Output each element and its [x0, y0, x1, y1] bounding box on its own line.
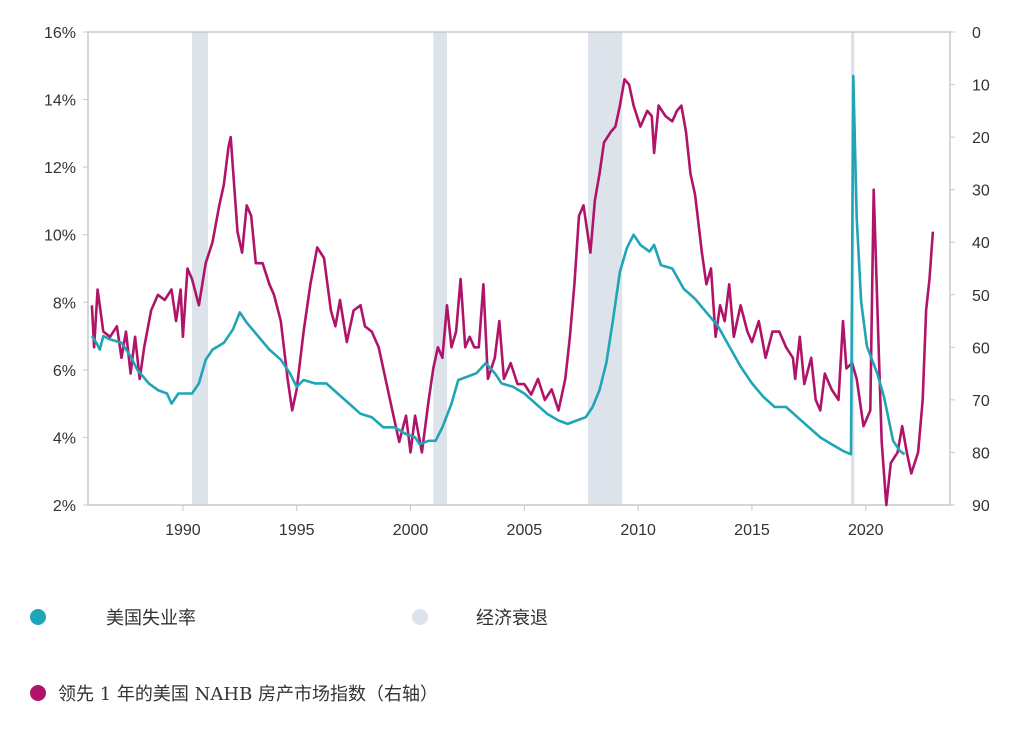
left-axis-tick-label: 4%	[53, 430, 76, 447]
left-axis-tick-label: 16%	[44, 25, 76, 42]
x-axis-tick-label: 2015	[734, 522, 770, 539]
left-axis-tick-label: 14%	[44, 93, 76, 110]
recession-bands	[192, 32, 855, 505]
legend-dot-unemployment	[30, 609, 46, 625]
nahb-index-line	[90, 78, 935, 507]
legend-label-nahb: 领先 1 年的美国 NAHB 房产市场指数（右轴）	[58, 684, 439, 705]
left-axis-tick-label: 2%	[53, 498, 76, 515]
left-axis-tick-label: 10%	[44, 228, 76, 245]
unemployment-line	[90, 74, 906, 456]
tick-labels: 2% 4% 6% 8% 10% 12% 14% 16% 0 10 20 30 40 50 60 70 80 90 1…	[44, 25, 990, 539]
right-axis-tick-label: 90	[972, 498, 990, 515]
left-axis-tick-label: 12%	[44, 160, 76, 177]
left-axis-tick-label: 8%	[53, 295, 76, 312]
x-axis-tick-label: 1990	[165, 522, 201, 539]
x-axis-tick-label: 2020	[848, 522, 884, 539]
right-axis-tick-label: 20	[972, 130, 990, 147]
x-axis-tick-label: 1995	[279, 522, 315, 539]
recession-band	[588, 32, 623, 505]
legend-label-unemployment: 美国失业率	[106, 608, 196, 629]
x-axis-tick-label: 2005	[507, 522, 543, 539]
legend-item-recession: 经济衰退	[412, 604, 548, 630]
x-axis-tick-label: 2010	[620, 522, 656, 539]
right-axis-tick-label: 40	[972, 235, 990, 252]
x-axis-tick-label: 2000	[393, 522, 429, 539]
recession-band	[433, 32, 447, 505]
left-axis-tick-label: 6%	[53, 363, 76, 380]
right-axis-tick-label: 0	[972, 25, 981, 42]
right-axis-tick-label: 70	[972, 393, 990, 410]
right-axis-tick-label: 50	[972, 288, 990, 305]
legend-item-nahb: 领先 1 年的美国 NAHB 房产市场指数（右轴）	[30, 680, 438, 706]
plot-frame	[87, 31, 951, 506]
chart: 2% 4% 6% 8% 10% 12% 14% 16% 0 10 20 30 40 50 60 70 80 90 1…	[44, 25, 990, 539]
right-axis-tick-label: 30	[972, 183, 990, 200]
legend-label-recession: 经济衰退	[476, 608, 548, 629]
legend-dot-recession	[412, 609, 428, 625]
legend-item-unemployment: 美国失业率	[30, 604, 196, 630]
legend-dot-nahb	[30, 685, 46, 701]
right-axis-tick-label: 60	[972, 340, 990, 357]
axes	[83, 31, 955, 511]
right-axis-tick-label: 80	[972, 445, 990, 462]
right-axis-tick-label: 10	[972, 78, 990, 95]
series-lines	[90, 74, 935, 507]
